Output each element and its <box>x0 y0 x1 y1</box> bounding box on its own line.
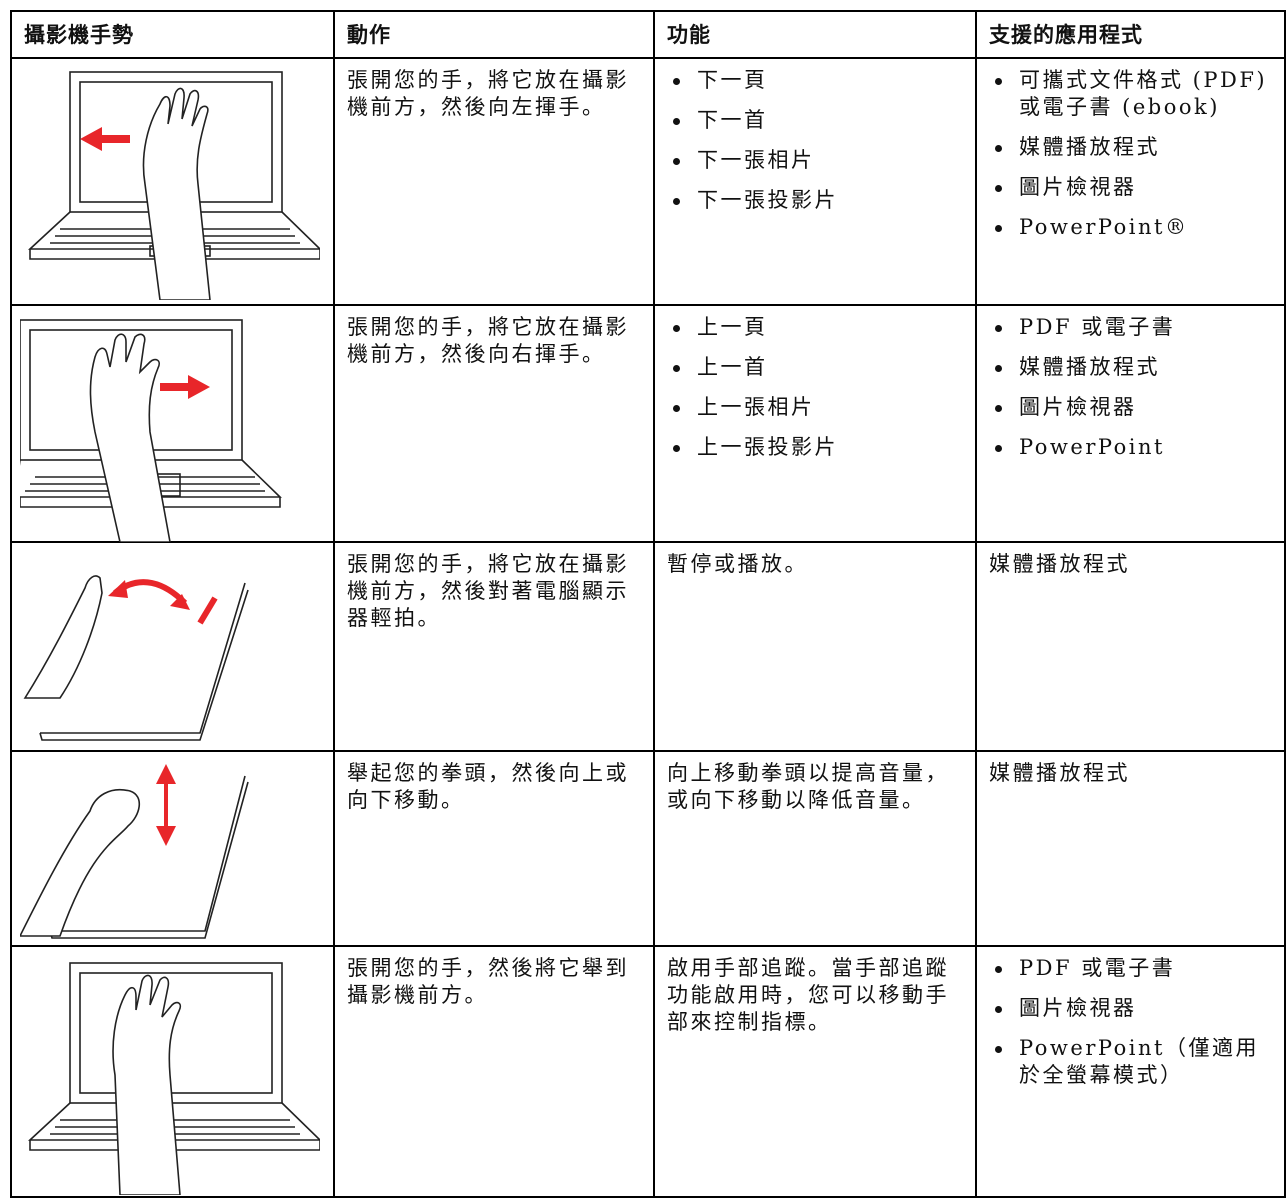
list-item: 下一張投影片 <box>667 187 963 214</box>
list-item: 下一頁 <box>667 67 963 94</box>
cell-text: 媒體播放程式 <box>989 552 1130 576</box>
list-item: 下一張相片 <box>667 147 963 174</box>
list-item: PDF 或電子書 <box>989 955 1274 982</box>
function-cell: 啟用手部追蹤。當手部追蹤功能啟用時，您可以移動手部來控制指標。 <box>653 945 975 1197</box>
header-cell: 支援的應用程式 <box>975 10 1286 57</box>
gesture-illustration <box>20 319 282 542</box>
action-text: 張開您的手，然後將它舉到攝影機前方。 <box>347 956 629 1007</box>
action-cell: 舉起您的拳頭，然後向上或向下移動。 <box>333 750 653 945</box>
header-cell: 功能 <box>653 10 975 57</box>
cell-text: 暫停或播放。 <box>667 552 808 576</box>
cell-text: 媒體播放程式 <box>989 761 1130 785</box>
cell-text: 啟用手部追蹤。當手部追蹤功能啟用時，您可以移動手部來控制指標。 <box>667 956 949 1034</box>
cell-text: 向上移動拳頭以提高音量，或向下移動以降低音量。 <box>667 761 949 812</box>
apps-cell: 媒體播放程式 <box>975 750 1286 945</box>
gesture-illustration <box>27 962 320 1195</box>
list-item: 上一頁 <box>667 314 963 341</box>
action-cell: 張開您的手，將它放在攝影機前方，然後對著電腦顯示器輕拍。 <box>333 541 653 750</box>
action-cell: 張開您的手，將它放在攝影機前方，然後向右揮手。 <box>333 304 653 541</box>
gesture-illustration <box>27 71 320 300</box>
action-text: 張開您的手，將它放在攝影機前方，然後向左揮手。 <box>347 68 629 119</box>
header-cell: 動作 <box>333 10 653 57</box>
apps-cell: 可攜式文件格式 (PDF) 或電子書 (ebook) 媒體播放程式 圖片檢視器 Pow… <box>975 57 1286 304</box>
gesture-cell <box>10 541 333 750</box>
table-border <box>10 1196 1286 1198</box>
list-item: 圖片檢視器 <box>989 394 1274 421</box>
function-cell: 下一頁下一首下一張相片下一張投影片 <box>653 57 975 304</box>
gesture-illustration <box>20 764 249 939</box>
list-item: 媒體播放程式 <box>989 134 1274 161</box>
table-border <box>1284 10 1286 1198</box>
list-item: 下一首 <box>667 107 963 134</box>
list-item: PDF 或電子書 <box>989 314 1274 341</box>
list-item: PowerPoint <box>989 434 1274 461</box>
action-text: 舉起您的拳頭，然後向上或向下移動。 <box>347 761 629 812</box>
function-cell: 向上移動拳頭以提高音量，或向下移動以降低音量。 <box>653 750 975 945</box>
list-item: PowerPoint® <box>989 214 1274 241</box>
header-cell: 攝影機手勢 <box>10 10 333 57</box>
action-cell: 張開您的手，然後將它舉到攝影機前方。 <box>333 945 653 1197</box>
bullet-list: PDF 或電子書 圖片檢視器 PowerPoint（僅適用於全螢幕模式） <box>989 955 1274 1089</box>
gesture-cell <box>10 945 333 1197</box>
action-text: 張開您的手，將它放在攝影機前方，然後對著電腦顯示器輕拍。 <box>347 552 629 630</box>
list-item: 可攜式文件格式 (PDF) 或電子書 (ebook) <box>989 67 1274 121</box>
list-item: 上一首 <box>667 354 963 381</box>
list-item: 圖片檢視器 <box>989 174 1274 201</box>
list-item: 媒體播放程式 <box>989 354 1274 381</box>
gesture-illustration <box>23 575 249 741</box>
bullet-list: 可攜式文件格式 (PDF) 或電子書 (ebook) 媒體播放程式 圖片檢視器 Pow… <box>989 67 1274 241</box>
function-cell: 上一頁上一首上一張相片上一張投影片 <box>653 304 975 541</box>
function-cell: 暫停或播放。 <box>653 541 975 750</box>
list-item: 上一張投影片 <box>667 434 963 461</box>
action-cell: 張開您的手，將它放在攝影機前方，然後向左揮手。 <box>333 57 653 304</box>
apps-cell: PDF 或電子書 圖片檢視器 PowerPoint（僅適用於全螢幕模式） <box>975 945 1286 1197</box>
bullet-list: PDF 或電子書 媒體播放程式 圖片檢視器 PowerPoint <box>989 314 1274 461</box>
action-text: 張開您的手，將它放在攝影機前方，然後向右揮手。 <box>347 315 629 366</box>
list-item: 圖片檢視器 <box>989 995 1274 1022</box>
gesture-cell <box>10 304 333 541</box>
list-item: 上一張相片 <box>667 394 963 421</box>
apps-cell: 媒體播放程式 <box>975 541 1286 750</box>
gesture-cell <box>10 750 333 945</box>
gesture-cell <box>10 57 333 304</box>
apps-cell: PDF 或電子書 媒體播放程式 圖片檢視器 PowerPoint <box>975 304 1286 541</box>
bullet-list: 下一頁下一首下一張相片下一張投影片 <box>667 67 963 214</box>
bullet-list: 上一頁上一首上一張相片上一張投影片 <box>667 314 963 461</box>
list-item: PowerPoint（僅適用於全螢幕模式） <box>989 1035 1274 1089</box>
